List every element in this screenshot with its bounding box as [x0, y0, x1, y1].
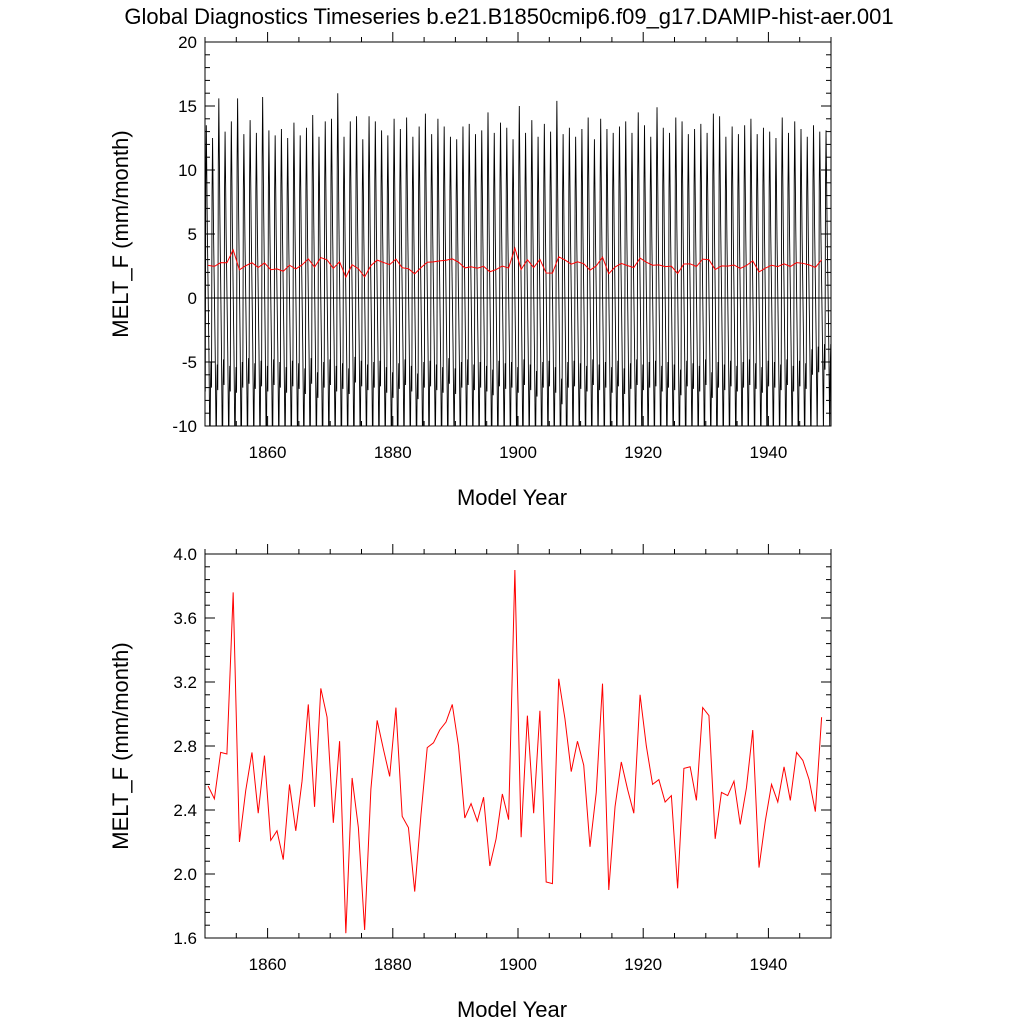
panel-bottom-ytick-label: 2.4	[173, 801, 197, 820]
panel-bottom-xtick-label: 1900	[499, 955, 537, 974]
panel-top: -10 -5 0 5 10 15 20 1860 1880 1900 1920 1940 Model …	[108, 32, 831, 510]
panel-top-xtick-label: 1900	[499, 443, 537, 462]
panel-bottom-xtick-label: 1940	[749, 955, 787, 974]
panel-top-ytick-label: -10	[172, 417, 197, 436]
panel-bottom-ytick-label: 2.0	[173, 865, 197, 884]
panel-top-ytick-label: 20	[178, 33, 197, 52]
panel-top-monthly-series-line	[205, 93, 830, 472]
panel-top-ylabel: MELT_F (mm/month)	[108, 130, 133, 337]
panel-top-xtick-label: 1880	[374, 443, 412, 462]
panel-bottom-xtick-label: 1860	[249, 955, 287, 974]
panel-top-ytick-label: 10	[178, 161, 197, 180]
figure-title: Global Diagnostics Timeseries b.e21.B185…	[124, 4, 893, 29]
panel-top-ytick-label: -5	[182, 353, 197, 372]
panel-bottom-series	[208, 570, 822, 933]
panel-bottom-xlabel: Model Year	[457, 997, 567, 1022]
panel-bottom-annual-mean-series-line	[208, 570, 821, 933]
panel-bottom-xtick-label: 1920	[624, 955, 662, 974]
panel-bottom-frame	[205, 554, 831, 938]
panel-bottom-ytick-label: 4.0	[173, 545, 197, 564]
panel-top-xlabel: Model Year	[457, 485, 567, 510]
panel-top-ytick-label: 5	[188, 225, 197, 244]
panel-top-series	[205, 93, 831, 472]
panel-top-plot-area	[205, 93, 831, 472]
panel-top-ytick-label: 0	[188, 289, 197, 308]
panel-top-xtick-label: 1860	[249, 443, 287, 462]
panel-bottom-ytick-label: 3.6	[173, 609, 197, 628]
panel-top-xtick-label: 1940	[749, 443, 787, 462]
panel-bottom-axes: 1.6 2.0 2.4 2.8 3.2 3.6 4.0 1860 1880 1900 1920 194…	[173, 544, 831, 974]
panel-top-ytick-label: 15	[178, 97, 197, 116]
panel-bottom-ylabel: MELT_F (mm/month)	[108, 642, 133, 849]
panel-top-xtick-label: 1920	[624, 443, 662, 462]
panel-bottom-ytick-label: 2.8	[173, 737, 197, 756]
panel-bottom-xtick-label: 1880	[374, 955, 412, 974]
panel-bottom-plot-area	[208, 570, 822, 933]
panel-bottom: 1.6 2.0 2.4 2.8 3.2 3.6 4.0 1860 1880 1900 1920 194…	[108, 544, 831, 1022]
panel-bottom-ytick-label: 3.2	[173, 673, 197, 692]
panel-bottom-ytick-label: 1.6	[173, 929, 197, 948]
